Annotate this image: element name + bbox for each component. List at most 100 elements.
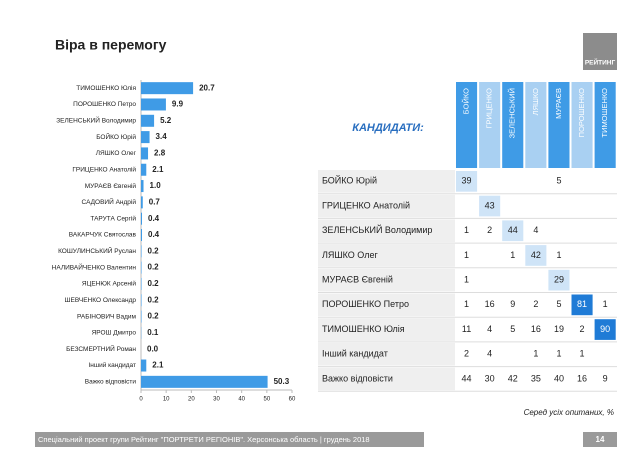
x-tick-label: 20 — [188, 397, 195, 403]
category-label: Інший кандидат — [88, 361, 136, 369]
column-header: ГРИЦЕНКО — [485, 88, 494, 129]
value-label: 20.7 — [199, 83, 215, 92]
row-band — [318, 367, 455, 391]
bar — [141, 131, 150, 144]
category-label: Важко відповісти — [85, 378, 137, 386]
row-band — [318, 293, 455, 317]
highlight-cell — [525, 245, 547, 266]
bar — [141, 82, 194, 95]
value-label: 5.2 — [160, 116, 172, 125]
column-header-cell — [525, 82, 547, 168]
category-label: ЛЯШКО Олег — [96, 150, 137, 157]
value-label: 0.2 — [148, 263, 160, 272]
cell: 1 — [533, 349, 538, 359]
row-label: ПОРОШЕНКО Петро — [322, 299, 409, 309]
cell: 43 — [485, 200, 495, 210]
row-label: Інший кандидат — [322, 349, 388, 359]
value-label: 0.4 — [148, 214, 160, 223]
row-band — [318, 342, 455, 366]
column-header-cell — [548, 82, 570, 168]
cell: 16 — [531, 324, 541, 334]
column-header: ТИМОШЕНКО — [600, 88, 609, 138]
x-tick-label: 40 — [238, 397, 245, 403]
cell: 5 — [556, 299, 561, 309]
cell: 30 — [485, 373, 495, 383]
row-label: Важко відповісти — [322, 373, 393, 383]
cell: 44 — [462, 373, 472, 383]
value-label: 9.9 — [172, 100, 184, 109]
cell: 5 — [556, 176, 561, 186]
category-label: КОШУЛИНСЬКИЙ Руслан — [58, 246, 136, 255]
row-band — [318, 219, 455, 243]
category-label: БЕЗСМЕРТНИЙ Роман — [66, 344, 136, 353]
bar — [141, 375, 268, 388]
row-label: МУРАЄВ Євгеній — [322, 275, 393, 285]
column-header: ЛЯШКО — [531, 88, 540, 115]
row-band — [318, 194, 455, 218]
row-label: БОЙКО Юрій — [322, 175, 377, 186]
column-header-cell — [571, 82, 593, 168]
cell: 1 — [556, 349, 561, 359]
bar — [141, 229, 143, 241]
cell: 1 — [556, 250, 561, 260]
row-label: ЗЕЛЕНСЬКИЙ Володимир — [322, 224, 432, 235]
cell: 2 — [533, 299, 538, 309]
bar — [141, 277, 142, 290]
category-label: САДОВИЙ Андрій — [82, 197, 137, 206]
category-label: МУРАЄВ Євгеній — [85, 182, 137, 190]
cell: 44 — [508, 225, 518, 235]
cell: 4 — [487, 324, 492, 334]
bar — [141, 163, 147, 176]
cell: 2 — [580, 324, 585, 334]
column-header-cell — [502, 82, 524, 168]
cell: 16 — [485, 299, 495, 309]
bar — [141, 147, 149, 160]
bar — [141, 212, 143, 225]
bar — [141, 180, 144, 193]
value-label: 0.2 — [148, 295, 160, 304]
cell: 1 — [464, 250, 469, 260]
value-label: 2.1 — [152, 165, 164, 174]
x-tick-label: 60 — [289, 397, 296, 403]
column-header: МУРАЄВ — [554, 88, 563, 119]
row-band — [318, 268, 455, 292]
bar — [141, 359, 147, 372]
bar — [141, 310, 142, 323]
row-band — [318, 318, 455, 341]
row-band — [318, 170, 455, 193]
highlight-cell — [502, 220, 524, 242]
bar — [141, 294, 142, 307]
value-label: 0.2 — [148, 279, 160, 288]
row-label: ТИМОШЕНКО Юлія — [322, 324, 405, 334]
row-label: ЛЯШКО Олег — [322, 250, 378, 260]
table-note: Серед усіх опитаних, % — [524, 408, 614, 417]
column-header-cell — [479, 82, 501, 168]
category-label: ШЕВЧЕНКО Олександр — [65, 297, 137, 304]
logo-box — [583, 33, 617, 70]
cell: 90 — [600, 324, 610, 334]
bar — [141, 114, 155, 127]
cell: 11 — [462, 324, 471, 334]
cell: 16 — [577, 373, 587, 383]
category-label: НАЛИВАЙЧЕНКО Валентин — [52, 262, 137, 271]
value-label: 0.1 — [147, 328, 159, 337]
cell: 1 — [580, 349, 585, 359]
bar — [141, 261, 142, 274]
category-label: РАБІНОВИЧ Вадим — [77, 313, 137, 320]
cell: 42 — [531, 250, 541, 260]
bar — [141, 98, 166, 111]
cell: 29 — [554, 275, 564, 285]
logo: РЕЙТИНГ — [585, 58, 616, 67]
cell: 1 — [464, 225, 469, 235]
row-label: ГРИЦЕНКО Анатолій — [322, 200, 410, 210]
column-header: ПОРОШЕНКО — [577, 88, 586, 137]
cell: 1 — [603, 299, 608, 309]
slide-title: Віра в перемогу — [55, 37, 167, 53]
value-label: 1.0 — [150, 181, 162, 190]
footer: Спеціальний проект групи Рейтинг "ПОРТРЕ… — [38, 435, 370, 444]
page-number-box — [583, 432, 617, 447]
highlight-cell — [456, 171, 478, 192]
value-label: 0.2 — [148, 312, 160, 321]
table-header: КАНДИДАТИ: — [352, 122, 424, 134]
value-label: 50.3 — [274, 377, 290, 386]
